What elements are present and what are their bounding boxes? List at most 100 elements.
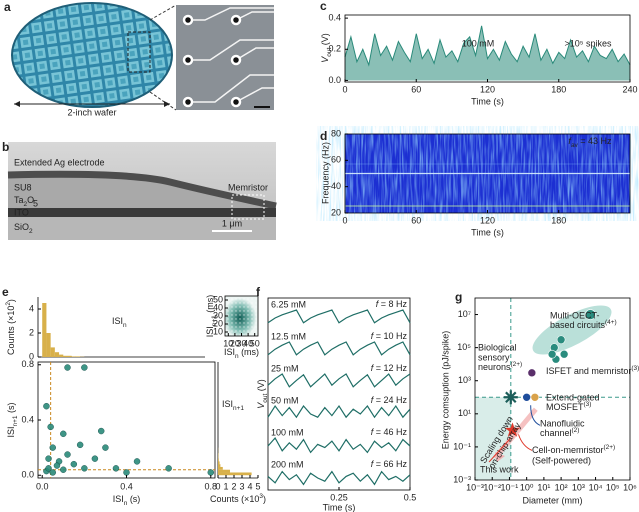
heatmap-dot (235, 314, 237, 316)
annotation-text: channel (540, 428, 572, 438)
x-tick-label: 10¹ (537, 482, 550, 492)
leader-arrow (530, 405, 541, 426)
annotation-text: neurons (478, 362, 511, 372)
histogram-bar (218, 458, 219, 462)
scatter-point (45, 465, 52, 472)
x-tick-label: 60 (411, 215, 421, 225)
heatmap-dot (251, 302, 253, 304)
heatmap-dot (239, 326, 241, 328)
heatmap-dot (231, 302, 233, 304)
wafer-photo (11, 2, 177, 111)
x-tick-label: 10⁻² (483, 482, 501, 492)
heatmap-dot (247, 302, 249, 304)
frequency-label: f = 66 Hz (371, 459, 408, 469)
heatmap-dot (239, 322, 241, 324)
arrow (495, 452, 505, 462)
heatmap-dot (247, 322, 249, 324)
heatmap-dot (243, 306, 245, 308)
annotation-text: ISI (222, 399, 233, 409)
y-tick-label: 10⁻¹ (453, 441, 471, 451)
heatmap-dot (239, 330, 241, 332)
heatmap-dot (227, 306, 229, 308)
annotation: (Self-powered) (532, 455, 591, 465)
y-tick-label: 20 (331, 207, 341, 217)
heatmap-dot (231, 310, 233, 312)
x-axis-label-tail: (ms) (239, 347, 260, 357)
heatmap-dot (255, 326, 257, 328)
scatter-point (97, 427, 105, 435)
annotation-text: ISFET and memristor (546, 366, 631, 376)
y-axis-label: Vout (V) (320, 33, 333, 63)
heatmap-dot (251, 298, 253, 300)
annotation: neurons(2+) (478, 361, 522, 372)
x-tick-label: 30 (236, 338, 246, 348)
x-tick-label: 120 (480, 84, 495, 94)
x-axis-label-text: ISI (224, 347, 235, 357)
heatmap-dot (251, 322, 253, 324)
x-axis-label-sub: n (124, 500, 128, 507)
frequency-label: f = 10 Hz (371, 331, 408, 341)
annotation-text: MOSFET (546, 402, 584, 412)
x-tick-label: 10⁵ (606, 482, 620, 492)
annotation: Extend-gated (546, 392, 600, 402)
trace-line (267, 373, 411, 388)
heatmap-dot (231, 322, 233, 324)
x-tick-label: 180 (551, 84, 566, 94)
x-tick-label: 40 (243, 338, 253, 348)
scatter-point (91, 455, 99, 462)
x-tick-label: 10⁶ (623, 482, 637, 492)
heatmap-dot (227, 322, 229, 324)
x-axis-label: Counts (×103) (210, 493, 266, 504)
heatmap-dot (243, 298, 245, 300)
data-point (527, 368, 537, 378)
panel-label: d (320, 129, 327, 143)
x-axis-label-sub: n (235, 353, 239, 360)
histogram-bar (42, 303, 47, 357)
histogram-bar (218, 472, 252, 476)
scale-bar-label: 1 μm (222, 218, 242, 228)
concentration-label: 100 mM (271, 427, 304, 437)
annotation: ISFET and memristor(3) (546, 365, 639, 376)
heatmap-dot (251, 314, 253, 316)
annotation: MOSFET(3) (546, 401, 591, 412)
data-point (547, 349, 557, 359)
x-axis-label-tail: (s) (127, 494, 140, 504)
y-tick-label: 80 (331, 128, 341, 138)
x-tick-label: 180 (551, 215, 566, 225)
annotation-sup: (2+) (604, 444, 616, 451)
scaling-region (475, 397, 511, 480)
histogram-bar (50, 347, 55, 357)
heatmap-dot (255, 298, 257, 300)
data-point (559, 349, 569, 359)
y-tick-label: 10⁵ (457, 342, 471, 352)
frequency-label-text: f (371, 363, 375, 373)
y-axis-label-text: ISI (6, 426, 16, 437)
frequency-label-tail: = 46 Hz (373, 427, 407, 437)
panel-label: c (320, 0, 327, 13)
x-axis-label: Diameter (mm) (523, 495, 583, 505)
heatmap-dot (247, 306, 249, 308)
y-tick-label: 0.0 (21, 470, 34, 480)
panel-label: g (455, 290, 462, 304)
concentration-label: 25 mM (271, 363, 299, 373)
heatmap-dot (251, 306, 253, 308)
heatmap-dot (235, 302, 237, 304)
x-tick-label: 10² (555, 482, 568, 492)
annotation: channel(2) (540, 427, 579, 438)
x-tick-label: 0.0 (36, 481, 49, 491)
x-tick-label: 10³ (572, 482, 585, 492)
heatmap-dot (255, 318, 257, 320)
y-axis-label-sub: n+1 (211, 315, 218, 326)
y-tick-label: 0.0 (328, 75, 341, 85)
heatmap-dot (255, 306, 257, 308)
annotation-text: Cell-on-memristor (532, 445, 604, 455)
y-tick-label: 0 (29, 351, 34, 361)
histogram-bar (71, 356, 76, 357)
heatmap-dot (243, 318, 245, 320)
concentration-label: 200 mM (271, 459, 304, 469)
concentration-label: 50 mM (271, 395, 299, 405)
y-axis-label-tail: (ms) (205, 295, 215, 316)
x-axis-label: Time (s) (471, 227, 504, 237)
frequency-label-text: f (376, 299, 380, 309)
